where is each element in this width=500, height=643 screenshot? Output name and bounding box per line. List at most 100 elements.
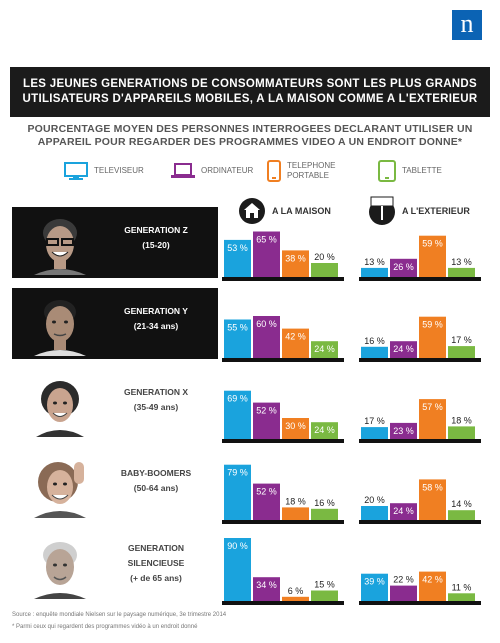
data-label-home-generation-silencieuse-phone: 6 % [288, 586, 304, 596]
bar-home-generation-z-tv [224, 239, 251, 277]
legend-label-computer: ORDINATEUR [201, 166, 254, 175]
data-label-outside-generation-z-computer: 26 % [393, 262, 414, 272]
baseline-outside-generation-z [359, 277, 481, 281]
baseline-outside-baby-boomers [359, 520, 481, 524]
data-label-home-generation-x-phone: 30 % [285, 421, 306, 431]
bar-home-generation-x-computer [253, 402, 280, 439]
data-label-home-generation-z-computer: 65 % [256, 235, 277, 245]
generation-silencieuse-ages: (+ de 65 ans) [130, 573, 182, 583]
bar-outside-generation-z-tv [361, 267, 388, 277]
bar-outside-generation-x-tv [361, 427, 388, 439]
bar-outside-baby-boomers-phone [419, 479, 446, 520]
data-label-home-generation-y-computer: 60 % [256, 319, 277, 329]
bar-home-generation-silencieuse-tablet [311, 590, 338, 601]
bar-home-generation-y-tablet [311, 341, 338, 358]
generation-z-portrait [34, 219, 86, 275]
legend-item-computer: ORDINATEUR [171, 159, 253, 183]
legend-label-phone: TELEPHONE PORTABLE [287, 161, 335, 181]
data-label-home-generation-z-tablet: 20 % [314, 252, 335, 262]
title-line-1: LES JEUNES GENERATIONS DE CONSOMMATEURS … [23, 78, 477, 90]
data-label-outside-generation-silencieuse-computer: 22 % [393, 575, 414, 585]
data-label-outside-generation-z-tv: 13 % [364, 257, 385, 267]
bar-home-generation-z-computer [253, 231, 280, 277]
data-label-home-generation-y-tv: 55 % [227, 323, 248, 333]
legend-label-phone-line-2: PORTABLE [287, 171, 329, 180]
data-label-home-generation-x-tv: 69 % [227, 394, 248, 404]
legend-item-tablet: TABLETTE [378, 159, 442, 183]
bar-outside-generation-silencieuse-computer [390, 585, 417, 601]
baseline-outside-generation-silencieuse [359, 601, 481, 605]
baseline-home-baby-boomers [222, 520, 344, 524]
data-label-home-generation-silencieuse-computer: 34 % [256, 580, 277, 590]
generation-silencieuse-portrait [34, 542, 86, 599]
data-label-home-baby-boomers-tablet: 16 % [314, 498, 335, 508]
bar-outside-generation-x-tablet [448, 426, 475, 439]
data-label-outside-generation-y-tablet: 17 % [451, 335, 472, 345]
generation-y-label: GENERATION Y (21-34 ans) [96, 304, 216, 334]
chart-subtitle: POURCENTAGE MOYEN DES PERSONNES INTERROG… [10, 123, 490, 149]
bar-outside-baby-boomers-tv [361, 506, 388, 520]
bar-outside-generation-y-tv [361, 346, 388, 358]
data-label-outside-generation-y-phone: 59 % [422, 320, 443, 330]
data-label-home-generation-silencieuse-tablet: 15 % [314, 580, 335, 590]
title-banner: LES JEUNES GENERATIONS DE CONSOMMATEURS … [10, 67, 490, 117]
bar-outside-generation-x-phone [419, 399, 446, 439]
data-label-outside-baby-boomers-tv: 20 % [364, 495, 385, 505]
bar-home-generation-silencieuse-tv [224, 538, 251, 601]
data-label-outside-generation-z-tablet: 13 % [451, 257, 472, 267]
bar-outside-baby-boomers-computer [390, 503, 417, 520]
data-label-outside-generation-silencieuse-tv: 39 % [364, 577, 385, 587]
bar-outside-generation-y-phone [419, 316, 446, 358]
legend-item-tv: TELEVISEUR [64, 159, 144, 183]
panel-generation-silencieuse: GENERATION SILENCIEUSE (+ de 65 ans) [12, 531, 218, 602]
column-header-outside: A L'EXTERIEUR [402, 206, 470, 216]
bar-outside-generation-y-tablet [448, 346, 475, 358]
baby-boomers-name: BABY-BOOMERS [120, 468, 192, 478]
bar-outside-generation-z-phone [419, 235, 446, 277]
data-label-outside-baby-boomers-computer: 24 % [393, 506, 414, 516]
legend-label-phone-line-1: TELEPHONE [287, 161, 336, 170]
baby-boomers-ages: (50-64 ans) [133, 483, 179, 493]
baseline-home-generation-y [222, 358, 344, 362]
generation-x-name: GENERATION X [123, 387, 189, 397]
bar-outside-generation-x-computer [390, 422, 417, 439]
bar-outside-generation-z-tablet [448, 267, 475, 277]
data-label-outside-generation-x-phone: 57 % [422, 402, 443, 412]
generation-y-ages: (21-34 ans) [133, 321, 179, 331]
generation-silencieuse-name-line-2: SILENCIEUSE [127, 558, 185, 568]
generation-x-ages: (35-49 ans) [133, 402, 179, 412]
generation-y-portrait [34, 300, 86, 356]
column-header-home: A LA MAISON [272, 206, 331, 216]
generation-x-label: GENERATION X (35-49 ans) [96, 385, 216, 415]
subtitle-line-2: APPAREIL POUR REGARDER DES PROGRAMMES VI… [37, 136, 463, 148]
data-label-home-generation-silencieuse-tv: 90 % [227, 541, 248, 551]
tablet-icon [378, 160, 396, 182]
bar-outside-generation-y-computer [390, 341, 417, 358]
tv-icon [64, 162, 88, 180]
generation-silencieuse-name-line-1: GENERATION [127, 543, 185, 553]
data-label-home-generation-z-phone: 38 % [285, 253, 306, 263]
generation-z-ages: (15-20) [142, 240, 170, 250]
laptop-icon [171, 163, 195, 178]
generation-y-name: GENERATION Y [124, 306, 188, 316]
panel-baby-boomers: BABY-BOOMERS (50-64 ans) [12, 450, 218, 521]
bar-home-baby-boomers-computer [253, 483, 280, 520]
data-label-outside-generation-silencieuse-tablet: 11 % [452, 582, 472, 592]
baby-boomers-label: BABY-BOOMERS (50-64 ans) [96, 466, 216, 496]
data-label-outside-baby-boomers-phone: 58 % [422, 482, 443, 492]
bar-home-baby-boomers-tv [224, 464, 251, 520]
baby-boomers-portrait [34, 462, 86, 518]
subtitle-line-1: POURCENTAGE MOYEN DES PERSONNES INTERROG… [27, 123, 473, 135]
data-label-home-generation-x-tablet: 24 % [314, 425, 335, 435]
data-label-home-generation-y-tablet: 24 % [314, 344, 335, 354]
bar-home-generation-y-phone [282, 328, 309, 358]
bar-home-generation-x-tv [224, 390, 251, 439]
data-label-outside-generation-y-computer: 24 % [393, 344, 414, 354]
footer-note: * Parmi ceux qui regardent des programme… [12, 624, 198, 630]
nielsen-logo: n [452, 10, 482, 40]
data-label-outside-generation-x-tablet: 18 % [451, 415, 472, 425]
data-label-outside-generation-silencieuse-phone: 42 % [422, 575, 443, 585]
baseline-home-generation-z [222, 277, 344, 281]
generation-z-label: GENERATION Z (15-20) [96, 223, 216, 253]
data-label-home-generation-z-tv: 53 % [227, 243, 248, 253]
